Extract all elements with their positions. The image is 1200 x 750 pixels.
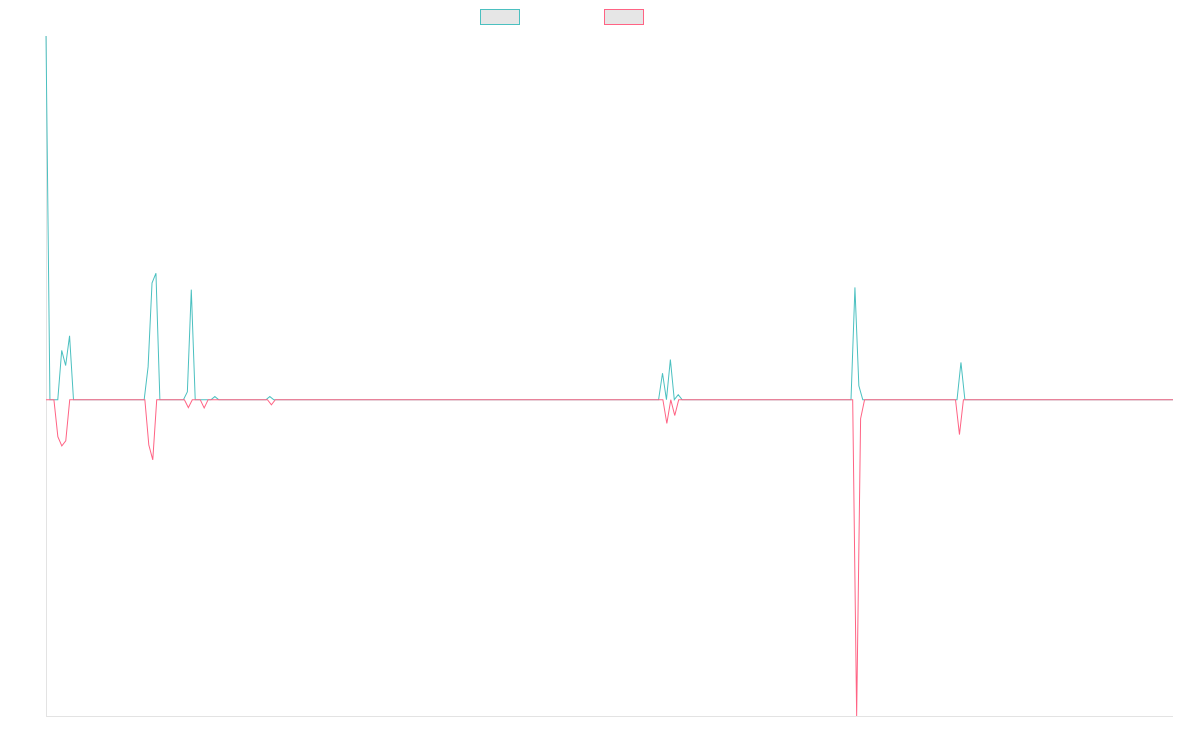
series-line-1 bbox=[45, 35, 1173, 402]
legend-swatch-2[interactable] bbox=[604, 9, 644, 25]
series-group bbox=[45, 35, 1173, 717]
series-line-2 bbox=[46, 399, 1173, 717]
legend-swatch-1[interactable] bbox=[480, 9, 520, 25]
